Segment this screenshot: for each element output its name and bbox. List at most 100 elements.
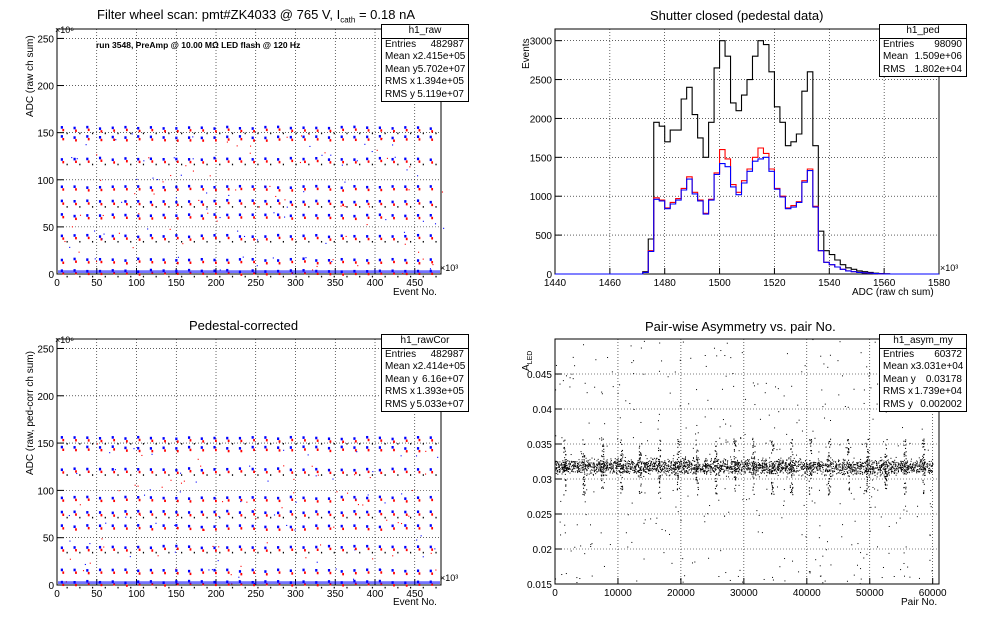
- band-point: [903, 461, 905, 463]
- spike-point: [676, 481, 679, 483]
- spike-point: [715, 485, 717, 487]
- spike-point: [695, 472, 697, 474]
- data-point-red: [100, 217, 103, 220]
- band-point: [911, 466, 913, 468]
- spike-point: [753, 461, 755, 463]
- spike-point: [811, 452, 813, 454]
- data-point-sparse: [356, 451, 358, 453]
- data-point-sparse: [352, 578, 355, 580]
- data-point-blue: [289, 510, 292, 513]
- band-point: [555, 469, 557, 471]
- data-point-black: [193, 586, 195, 589]
- data-point-black: [270, 163, 272, 166]
- data-point-blue: [175, 468, 178, 472]
- band-point: [689, 463, 691, 465]
- band-point: [562, 471, 564, 473]
- data-point-sparse: [357, 265, 359, 267]
- data-point-red: [354, 512, 357, 516]
- spike-point: [678, 466, 680, 468]
- x-tick-label: 1560: [873, 278, 896, 289]
- band-point: [685, 470, 687, 472]
- y-tick-label: 0.015: [527, 580, 552, 591]
- data-point-sparse: [228, 194, 230, 196]
- data-point-blue: [277, 511, 280, 515]
- band-point: [802, 468, 804, 470]
- band-point: [928, 471, 930, 473]
- data-point-blue: [391, 257, 394, 261]
- band-point: [855, 469, 857, 471]
- spike-point: [658, 475, 660, 477]
- band-point: [758, 463, 760, 465]
- data-point-blue: [277, 259, 280, 262]
- data-point-black: [206, 551, 208, 554]
- data-point-red: [202, 471, 205, 475]
- data-point-black: [206, 240, 208, 243]
- band-point: [582, 463, 584, 465]
- spike-point: [621, 465, 623, 467]
- band-point: [892, 467, 894, 469]
- data-point-blue: [264, 436, 267, 439]
- data-point-red: [253, 527, 255, 530]
- band-point: [731, 465, 733, 467]
- data-point-sparse: [311, 465, 313, 467]
- band-point: [873, 461, 875, 463]
- band-point: [593, 462, 595, 464]
- band-point: [924, 464, 926, 466]
- band-point: [903, 462, 905, 464]
- spike-point: [715, 493, 717, 495]
- band-point: [694, 465, 696, 467]
- x-tick-label: 30000: [730, 588, 758, 599]
- band-point: [830, 457, 832, 459]
- data-point-blue: [378, 156, 381, 160]
- data-point-sparse: [198, 199, 200, 201]
- band-point: [741, 469, 743, 471]
- band-point: [699, 463, 701, 465]
- spike-point: [677, 451, 679, 453]
- band-point: [921, 470, 923, 472]
- band-point: [658, 460, 660, 462]
- data-point-blue: [340, 495, 343, 499]
- band-point: [747, 469, 749, 471]
- band-point: [643, 462, 645, 464]
- data-point-blue: [327, 468, 331, 472]
- band-point: [788, 457, 790, 459]
- data-point-blue: [366, 496, 369, 500]
- band-point: [868, 459, 870, 461]
- data-point-blue: [340, 468, 343, 472]
- data-point-red: [87, 571, 90, 575]
- band-point: [582, 467, 584, 469]
- data-point-red: [113, 202, 116, 205]
- band-point: [673, 467, 675, 469]
- band-point: [742, 463, 744, 465]
- band-point: [747, 459, 749, 461]
- data-point-sparse: [286, 524, 288, 526]
- spike-point: [622, 472, 624, 474]
- band-point: [722, 460, 724, 462]
- band-point: [790, 465, 792, 467]
- band-point: [764, 469, 766, 471]
- data-point-blue: [315, 156, 318, 160]
- band-point: [841, 465, 843, 467]
- spike-point: [866, 488, 868, 490]
- data-point-blue: [404, 214, 407, 218]
- band-point: [913, 464, 915, 466]
- band-point: [736, 461, 738, 463]
- data-point-sparse: [293, 492, 295, 494]
- data-point-red: [164, 203, 166, 206]
- band-point: [672, 468, 674, 470]
- spike-point: [735, 440, 737, 442]
- data-point-red: [265, 273, 268, 276]
- data-point-red: [100, 448, 103, 452]
- data-point-red: [240, 470, 243, 473]
- band-point: [566, 466, 568, 468]
- data-point-red: [240, 260, 243, 264]
- band-point: [647, 468, 649, 470]
- data-point-red: [215, 439, 217, 443]
- band-point: [867, 462, 869, 464]
- band-point: [862, 472, 864, 474]
- data-point-blue: [111, 234, 114, 238]
- band-point: [919, 468, 921, 470]
- data-point-blue: [277, 135, 280, 139]
- stats-row: Mean x 2.415e+05: [385, 51, 466, 62]
- data-point-black: [181, 240, 183, 243]
